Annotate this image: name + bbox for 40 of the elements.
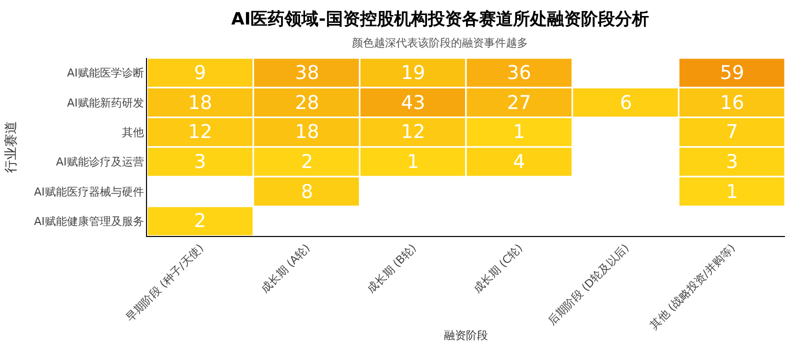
data-label: 9: [194, 62, 206, 84]
data-label: 2: [194, 210, 206, 232]
data-label: 1: [726, 181, 738, 203]
y-tick-label: AI赋能新药研发: [67, 96, 144, 110]
data-label: 36: [507, 62, 532, 84]
data-label: 3: [726, 151, 738, 173]
data-label: 12: [188, 121, 212, 143]
x-tick-label: 后期阶段 (D轮及以后): [546, 242, 632, 328]
chart-title: AI医药领域-国资控股机构投资各赛道所处融资阶段分析: [231, 10, 649, 30]
chart-subtitle: 颜色越深代表该阶段的融资事件越多: [352, 36, 528, 50]
data-label: 28: [295, 92, 320, 114]
data-label: 2: [301, 151, 314, 173]
x-tick-label: 成长期 (B轮): [364, 242, 419, 296]
y-tick-label: AI赋能医疗器械与硬件: [34, 185, 144, 198]
data-label: 8: [301, 181, 314, 203]
y-tick-label: AI赋能诊疗及运营: [56, 156, 144, 169]
data-label: 4: [513, 151, 526, 173]
y-axis-title: 行业赛道: [2, 121, 19, 173]
data-label: 59: [720, 62, 744, 84]
x-tick-label: 早期阶段 (种子/天使): [124, 242, 206, 324]
data-label: 3: [194, 151, 206, 173]
data-label: 6: [620, 92, 632, 114]
y-tick-label: 其他: [122, 126, 144, 140]
data-label: 18: [295, 121, 320, 143]
data-label: 7: [726, 121, 738, 143]
x-tick-label: 其他 (战略投资/并购等): [647, 242, 738, 332]
data-label: 43: [401, 92, 426, 114]
x-tick-label: 成长期 (C轮): [470, 242, 526, 296]
x-tick-label: 成长期 (A轮): [258, 242, 313, 296]
data-label: 1: [513, 121, 526, 143]
data-label: 1: [407, 151, 420, 173]
x-axis-title: 融资阶段: [444, 329, 488, 342]
data-label: 16: [720, 92, 744, 114]
y-tick-label: AI赋能医学诊断: [67, 66, 144, 80]
y-tick-label: AI赋能健康管理及服务: [34, 215, 144, 228]
data-label: 27: [507, 92, 532, 114]
data-label: 19: [401, 62, 426, 84]
data-label: 38: [295, 62, 320, 84]
data-label: 18: [188, 92, 212, 114]
data-label: 12: [401, 121, 426, 143]
